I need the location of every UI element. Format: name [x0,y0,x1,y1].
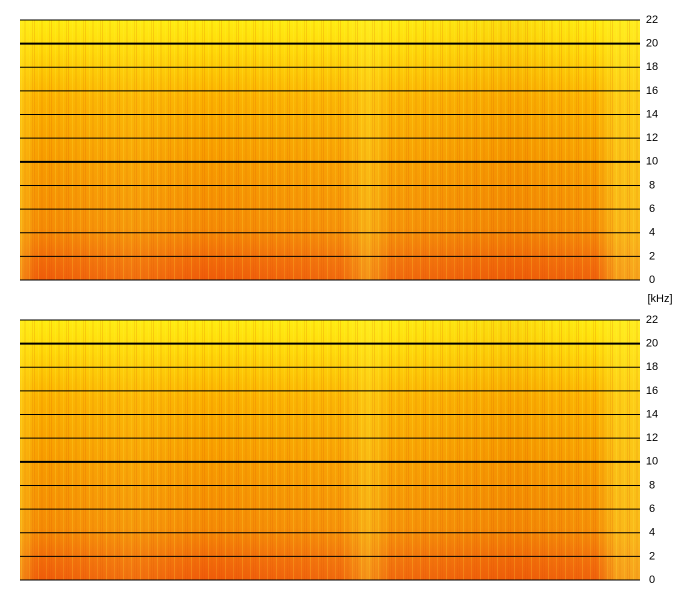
spectrogram-streaks [20,20,640,280]
y-tick-label: 6 [649,503,655,515]
y-tick-label: 16 [646,85,658,97]
y-tick-label: 8 [649,479,655,491]
y-tick-label: 8 [649,179,655,191]
y-tick-label: 12 [646,432,658,444]
y-tick-label: 22 [646,14,658,26]
y-tick-label: 16 [646,385,658,397]
y-tick-label: 14 [646,108,658,120]
y-tick-label: 20 [646,38,658,50]
y-tick-label: 0 [649,574,655,586]
y-tick-label: 4 [649,227,655,239]
y-tick-label: 12 [646,132,658,144]
y-tick-label: 14 [646,408,658,420]
y-tick-label: 4 [649,527,655,539]
y-tick-label: 10 [646,456,658,468]
y-tick-label: 0 [649,274,655,286]
y-tick-label: 22 [646,314,658,326]
y-tick-label: 6 [649,203,655,215]
y-tick-label: 18 [646,61,658,73]
y-tick-label: 20 [646,338,658,350]
y-axis-unit: [kHz] [647,293,672,305]
spectrogram-streaks [20,320,640,580]
y-tick-label: 18 [646,361,658,373]
y-tick-label: 10 [646,156,658,168]
y-tick-label: 2 [649,550,655,562]
y-tick-label: 2 [649,250,655,262]
